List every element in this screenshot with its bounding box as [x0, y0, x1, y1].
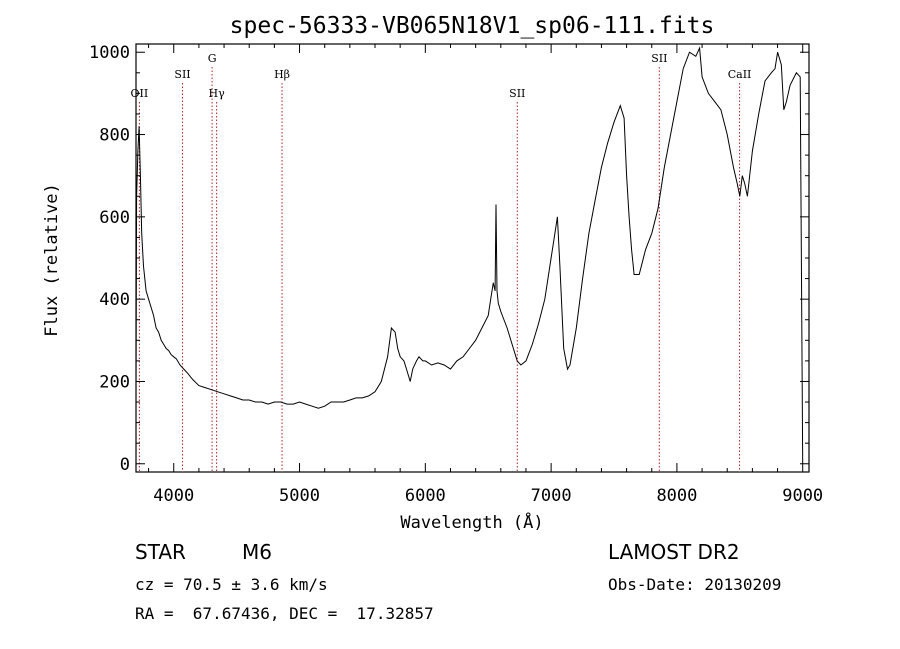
observation-date: Obs-Date: 20130209	[608, 575, 782, 594]
axis-ticks: 4000 5000 6000 7000 8000 9000 0 200 400 600 800 100…	[89, 43, 823, 506]
chart-title: spec-56333-VB065N18V1_sp06-111.fits	[230, 13, 715, 39]
x-tick-label-3: 7000	[531, 486, 572, 506]
y-tick-label-0: 0	[120, 455, 130, 475]
y-tick-label-2: 400	[99, 290, 130, 310]
coordinates: RA = 67.67436, DEC = 17.32857	[135, 604, 434, 623]
marker-label-7: CaII	[728, 68, 752, 81]
y-axis-label: Flux (relative)	[42, 183, 62, 337]
x-tick-label-0: 4000	[153, 486, 194, 506]
x-tick-label-1: 5000	[279, 486, 320, 506]
plot-frame	[135, 43, 810, 473]
x-axis-label: Wavelength (Å)	[400, 511, 543, 533]
marker-label-1: SII	[174, 68, 190, 81]
y-tick-label-5: 1000	[89, 43, 130, 63]
object-subclass: M6	[242, 540, 272, 564]
object-class: STAR	[135, 540, 186, 564]
marker-label-6: SII	[651, 52, 667, 65]
y-tick-label-1: 200	[99, 372, 130, 392]
x-tick-label-2: 6000	[405, 486, 446, 506]
survey-name: LAMOST DR2	[608, 540, 740, 564]
x-tick-label-5: 9000	[782, 486, 823, 506]
marker-label-3: Hγ	[209, 87, 226, 100]
marker-label-5: SII	[509, 87, 525, 100]
marker-label-4: Hβ	[274, 68, 290, 81]
redshift-value: cz = 70.5 ± 3.6 km/s	[135, 575, 328, 594]
flux-series-line	[135, 46, 804, 464]
x-tick-label-4: 8000	[656, 486, 697, 506]
marker-label-2: G	[208, 52, 217, 65]
y-tick-label-4: 800	[99, 126, 130, 146]
y-tick-label-3: 600	[99, 208, 130, 228]
